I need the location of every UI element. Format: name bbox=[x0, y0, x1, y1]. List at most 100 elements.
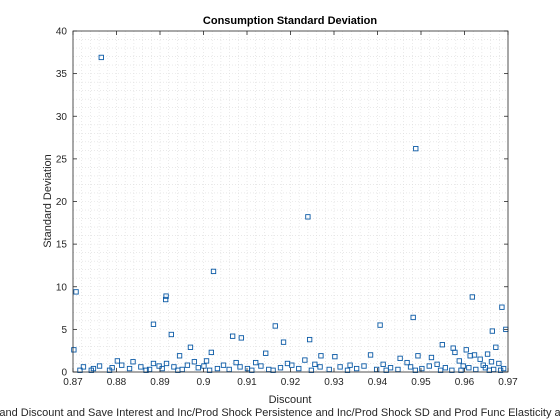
data-point bbox=[296, 365, 302, 372]
data-point bbox=[434, 361, 440, 367]
data-point bbox=[96, 363, 103, 369]
data-point bbox=[150, 360, 157, 367]
data-point bbox=[466, 365, 472, 371]
x-tick-label: 0.87 bbox=[63, 377, 83, 388]
x-tick-label: 0.88 bbox=[107, 377, 127, 388]
data-point bbox=[126, 365, 133, 372]
data-point bbox=[258, 363, 264, 369]
data-point bbox=[203, 358, 210, 364]
data-point bbox=[130, 359, 136, 365]
data-point bbox=[253, 359, 259, 366]
data-point bbox=[467, 353, 473, 359]
data-point bbox=[488, 359, 495, 365]
data-point bbox=[477, 356, 483, 362]
data-point bbox=[77, 367, 83, 373]
data-point bbox=[289, 362, 295, 368]
data-point bbox=[162, 296, 169, 303]
x-tick-label: 0.92 bbox=[281, 377, 301, 388]
data-point bbox=[501, 365, 507, 372]
data-point bbox=[407, 364, 414, 370]
data-point bbox=[249, 367, 255, 373]
y-tick-label: 5 bbox=[61, 325, 67, 336]
data-point bbox=[308, 367, 315, 373]
data-point bbox=[337, 364, 343, 370]
data-point bbox=[220, 362, 227, 368]
x-tick-label: 0.89 bbox=[150, 377, 170, 388]
data-point bbox=[344, 367, 351, 373]
data-point bbox=[73, 289, 79, 295]
data-point bbox=[270, 367, 276, 373]
data-point bbox=[163, 360, 170, 367]
data-point bbox=[143, 367, 149, 373]
data-point bbox=[175, 367, 181, 373]
data-point bbox=[306, 336, 313, 343]
data-point bbox=[347, 362, 353, 368]
data-point bbox=[206, 367, 213, 373]
data-point bbox=[302, 357, 308, 363]
data-point bbox=[397, 355, 403, 362]
data-point bbox=[210, 268, 217, 275]
data-point bbox=[71, 347, 77, 353]
data-point bbox=[318, 353, 324, 359]
data-point bbox=[229, 333, 236, 339]
data-point bbox=[439, 342, 445, 348]
data-point bbox=[413, 145, 419, 152]
data-point bbox=[114, 358, 121, 364]
data-point bbox=[138, 364, 144, 370]
y-axis-label: Standard Deviation bbox=[42, 154, 54, 248]
data-point bbox=[80, 364, 87, 370]
data-point bbox=[214, 365, 221, 372]
data-point bbox=[195, 365, 201, 371]
data-point bbox=[163, 293, 169, 299]
data-point bbox=[263, 350, 269, 356]
data-point bbox=[184, 362, 191, 368]
data-point bbox=[317, 364, 323, 370]
data-point bbox=[367, 352, 374, 358]
data-point bbox=[499, 304, 505, 310]
data-point bbox=[452, 349, 458, 356]
x-tick-label: 0.93 bbox=[324, 377, 344, 388]
data-point bbox=[150, 321, 157, 327]
y-tick-label: 30 bbox=[56, 112, 68, 123]
y-tick-label: 40 bbox=[56, 27, 68, 38]
data-point bbox=[493, 344, 499, 350]
data-point bbox=[415, 353, 421, 359]
data-point bbox=[463, 347, 469, 353]
data-point bbox=[277, 365, 284, 371]
y-tick-label: 35 bbox=[56, 69, 68, 80]
data-point bbox=[380, 361, 386, 367]
y-tick-label: 0 bbox=[61, 368, 67, 379]
data-point bbox=[176, 353, 183, 359]
data-point bbox=[237, 364, 243, 370]
x-tick-label: 0.9 bbox=[197, 377, 211, 388]
data-point bbox=[412, 367, 418, 373]
data-point bbox=[497, 367, 504, 373]
data-point bbox=[88, 367, 94, 373]
data-point bbox=[353, 365, 360, 372]
data-point bbox=[486, 367, 492, 373]
y-tick-label: 10 bbox=[56, 282, 68, 293]
data-point bbox=[171, 364, 177, 370]
data-point bbox=[280, 339, 287, 345]
data-point bbox=[272, 323, 278, 329]
chart-title: Consumption Standard Deviation bbox=[203, 15, 377, 27]
data-point bbox=[201, 363, 207, 369]
y-tick-label: 15 bbox=[56, 240, 68, 251]
data-point bbox=[469, 294, 475, 300]
data-points bbox=[71, 54, 509, 373]
x-tick-label: 0.97 bbox=[498, 377, 518, 388]
data-point bbox=[98, 54, 104, 61]
data-point bbox=[187, 344, 194, 350]
data-point bbox=[383, 367, 389, 373]
data-point bbox=[449, 367, 455, 373]
data-point bbox=[456, 358, 462, 364]
data-point bbox=[419, 365, 425, 372]
y-tick-label: 25 bbox=[56, 154, 68, 165]
data-point bbox=[305, 214, 311, 220]
x-axis-label: Discount bbox=[269, 394, 312, 406]
data-point bbox=[238, 335, 244, 341]
data-point bbox=[168, 331, 174, 338]
data-point bbox=[332, 354, 338, 360]
footer-caption: and Discount and Save Interest and Inc/P… bbox=[0, 407, 560, 419]
